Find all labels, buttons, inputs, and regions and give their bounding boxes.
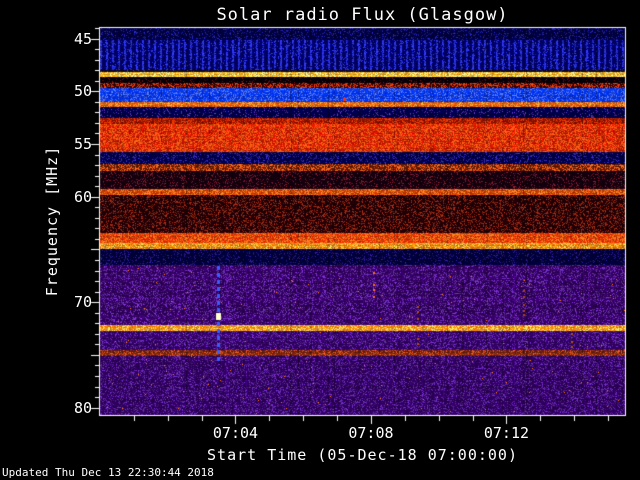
- updated-timestamp: Updated Thu Dec 13 22:30:44 2018: [2, 466, 214, 479]
- x-tick-label: 07:08: [348, 424, 394, 442]
- y-tick-label: 45: [73, 29, 92, 48]
- y-axis-label: Frequency [MHz]: [43, 145, 61, 297]
- y-tick-label: 80: [73, 398, 92, 417]
- y-tick-label: 60: [73, 187, 92, 206]
- x-tick-label: 07:04: [212, 424, 259, 442]
- x-tick-label: 07:12: [483, 424, 530, 442]
- x-axis-label: Start Time (05-Dec-18 07:00:00): [207, 446, 518, 464]
- y-tick-label: 50: [73, 82, 92, 101]
- y-tick-label: 70: [73, 293, 92, 312]
- chart-title: Solar radio Flux (Glasgow): [216, 5, 509, 25]
- y-tick-label: 55: [73, 134, 92, 153]
